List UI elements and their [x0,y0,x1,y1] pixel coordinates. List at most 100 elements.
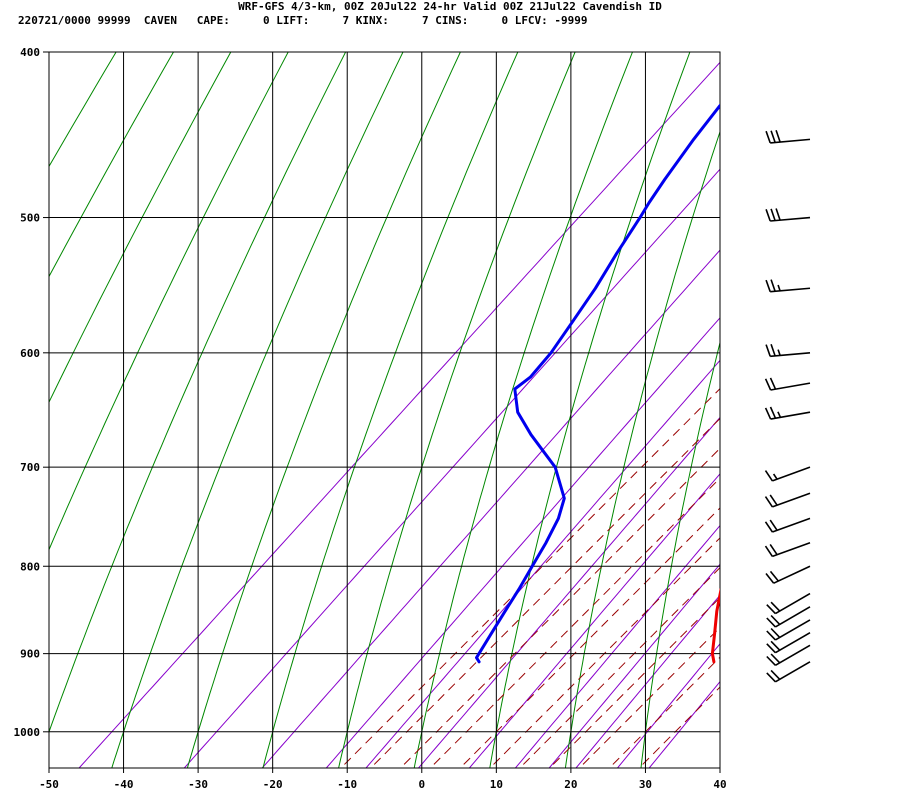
wind-barb-feather [770,669,781,680]
temperature-tick-labels: -50 -40 -30 -20 -10 0 10 20 30 40 [39,768,727,791]
wind-barb-staff [775,661,811,683]
wind-barb [765,565,811,584]
wind-barb-feather [765,279,771,292]
wind-barb-feather [769,406,777,419]
mixing-ratio-line [325,317,720,768]
wind-barb-feather [775,130,781,143]
y-tick-label: 700 [20,461,40,474]
moist-adiabat-line [608,656,720,768]
dry-adiabat-line [413,52,634,768]
mixing-ratio-line [648,680,720,768]
x-tick-label: 30 [639,778,652,791]
dry-adiabat-line [111,52,404,768]
wind-barb [764,492,811,508]
mixing-ratio-line [548,563,720,768]
wind-barb-feather [764,496,774,508]
wind-barb-staff [772,541,811,558]
mixing-ratio-line [616,643,720,768]
y-tick-label: 800 [20,560,40,573]
thermo-background-lines [49,52,720,768]
wind-barb-feather [765,130,771,144]
temperature-profile-line [710,587,720,664]
wind-barb [766,644,811,666]
moist-adiabat-line [340,387,720,768]
y-tick-label: 900 [20,648,40,661]
wind-barb-column [764,130,811,683]
moist-adiabat-line [489,537,720,768]
mixing-ratio-line [417,416,720,768]
wind-barb-feather [770,130,776,143]
wind-barb-staff [775,644,811,666]
wind-barb-feather [770,279,776,292]
dry-adiabat-line [262,52,519,768]
wind-barb-feather [777,349,781,356]
station-indices-line: 220721/0000 99999 CAVEN CAPE: 0 LIFT: 7 … [18,14,588,27]
wind-barb-staff [772,517,811,533]
dry-adiabat-line [49,52,289,551]
wind-barb [766,632,811,654]
wind-barb-feather [770,614,781,625]
wind-barb [764,541,811,558]
mixing-ratio-line [365,359,720,768]
wind-barb-feather [769,377,777,390]
wind-barb-feather [766,672,776,683]
moist-adiabat-line [548,596,720,768]
x-tick-label: 10 [490,778,503,791]
wind-barb-feather [764,407,772,420]
wind-barb [764,517,811,533]
moist-adiabat-line [429,477,720,768]
wind-barb-feather [769,494,778,506]
x-tick-label: -30 [188,778,208,791]
wind-barb-staff [774,606,811,628]
dry-adiabat-line [640,340,720,768]
wind-barb-staff [770,287,811,293]
mixing-ratio-line [183,168,720,768]
wind-barb-feather [769,543,778,556]
dry-adiabat-line [489,52,691,768]
mixing-ratio-line [468,473,720,768]
wind-barb-feather [770,343,776,357]
moist-adiabat-line [578,626,720,768]
x-tick-label: 20 [564,778,577,791]
wind-barb-feather [765,573,775,584]
wind-barb-feather [769,519,778,531]
wind-barb [764,466,811,482]
wind-barb-feather [765,344,771,357]
wind-barb-feather [769,570,779,582]
mixing-ratio-line [575,594,720,768]
wind-barb-staff [772,492,811,508]
wind-barb-feather [770,208,776,221]
dry-adiabat-line [49,52,175,278]
wind-barb-staff [770,216,811,222]
dry-adiabat-line [338,52,576,768]
wind-barb [765,279,811,293]
x-tick-label: -40 [114,778,134,791]
mixing-ratio-line [261,249,720,768]
wind-barb-staff [774,619,811,641]
pressure-temperature-grid [48,51,721,769]
wind-barb-staff [770,382,811,391]
y-tick-label: 600 [20,347,40,360]
wind-barb-staff [770,138,811,144]
wind-barb-staff [775,632,811,654]
wind-barb-feather [770,601,781,612]
wind-barb-feather [770,653,781,664]
dewpoint-profile-line [475,104,720,664]
wind-barb-staff [770,411,811,420]
wind-barb-feather [766,617,776,628]
sounding-header: WRF-GFS 4/3-km, 00Z 20Jul22 24-hr Valid … [0,0,900,34]
moist-adiabat-line [519,566,720,768]
wind-barb [764,406,811,420]
wind-barb-staff [770,352,811,358]
y-tick-label: 400 [20,46,40,59]
wind-barb-feather [775,208,781,221]
wind-barb [765,208,811,222]
dry-adiabat-line [49,52,232,404]
moist-adiabat-line [459,507,720,768]
dry-adiabat-line [186,52,461,768]
wind-barb-staff [774,592,811,615]
wind-barb [765,343,811,358]
wind-barb-feather [764,545,774,557]
y-tick-label: 1000 [14,726,41,739]
